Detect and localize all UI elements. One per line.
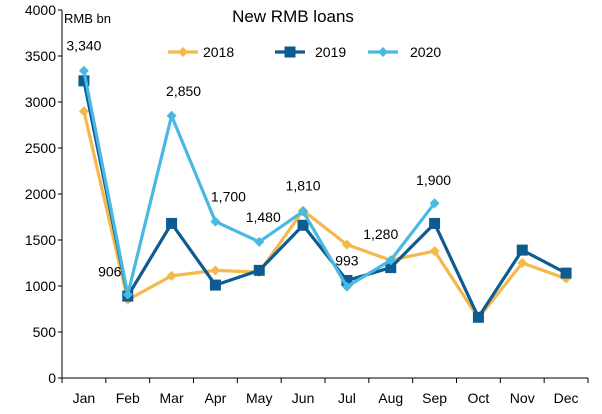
series-lines (78, 65, 572, 324)
data-label-apr: 1,700 (211, 189, 246, 205)
y-tick-label: 3000 (25, 94, 56, 110)
y-tick-label: 3500 (25, 48, 56, 64)
point-2019 (297, 219, 309, 231)
data-label-feb: 906 (98, 264, 122, 280)
axes: 0 500 1000 1500 2000 2500 3000 3500 4000 Jan Feb Ma… (25, 2, 589, 406)
x-tick-label-nov: Nov (510, 390, 535, 406)
point-2020 (210, 216, 221, 227)
point-2019 (472, 311, 484, 323)
x-tick-label-jul: Jul (338, 390, 356, 406)
series-2020 (78, 65, 440, 300)
legend-label: 2020 (410, 44, 441, 60)
legend-swatch-marker (284, 46, 296, 58)
legend-entry-2019: 2019 (275, 44, 346, 60)
point-2020 (298, 206, 309, 217)
point-2020 (429, 198, 440, 209)
x-tick-label-may: May (246, 390, 272, 406)
x-tick-label-jan: Jan (73, 390, 96, 406)
legend-entry-2020: 2020 (368, 44, 441, 60)
point-2019 (209, 279, 221, 291)
point-2020 (254, 236, 265, 247)
point-2018 (517, 258, 528, 268)
point-2018 (166, 270, 177, 281)
x-tick-label-mar: Mar (160, 390, 184, 406)
line-2018 (82, 110, 567, 320)
y-tick-label: 0 (48, 370, 56, 386)
point-2020 (385, 255, 396, 266)
x-tick-label-jun: Jun (292, 390, 315, 406)
data-label-jan: 3,340 (66, 38, 101, 54)
legend-swatch-marker (378, 47, 388, 57)
point-2018 (78, 106, 89, 117)
point-2019 (385, 262, 397, 274)
point-2019 (253, 264, 265, 276)
x-tick-label-sep: Sep (422, 390, 447, 406)
data-label-aug: 1,280 (363, 226, 398, 242)
data-label-sep: 1,900 (416, 172, 451, 188)
unit-label: RMB bn (64, 11, 111, 26)
y-tick-label: 2000 (25, 186, 56, 202)
x-tick-label-dec: Dec (554, 390, 579, 406)
chart-title: New RMB loans (232, 7, 354, 26)
x-tick-label-feb: Feb (116, 390, 140, 406)
y-tick-label: 2500 (25, 140, 56, 156)
data-label-jun: 1,810 (286, 177, 321, 193)
point-2019 (78, 75, 90, 87)
line-2019 (82, 80, 567, 319)
point-2018 (210, 265, 221, 276)
legend-label: 2018 (203, 44, 234, 60)
point-2018 (341, 239, 352, 250)
legend-label: 2019 (315, 44, 346, 60)
point-2019 (516, 244, 528, 256)
point-2019 (429, 217, 441, 229)
point-2020 (341, 281, 352, 292)
y-tick-label: 1500 (25, 232, 56, 248)
legend-swatch-marker (178, 47, 188, 57)
x-tick-label-aug: Aug (378, 390, 403, 406)
point-2020 (122, 289, 133, 300)
x-tick-label-oct: Oct (468, 390, 490, 406)
data-label-mar: 2,850 (166, 83, 201, 99)
data-label-may: 1,480 (246, 209, 281, 225)
y-tick-label: 500 (33, 324, 57, 340)
point-2019 (341, 274, 353, 286)
point-2019 (560, 267, 572, 279)
data-label-jul: 993 (335, 253, 359, 269)
x-tick-label-apr: Apr (205, 390, 227, 406)
point-2020 (166, 110, 177, 121)
y-tick-label: 1000 (25, 278, 56, 294)
point-2018 (429, 246, 440, 257)
legend: 2018 2019 2020 (168, 44, 441, 60)
point-2020 (78, 65, 89, 76)
y-tick-label: 4000 (25, 2, 56, 18)
line-2020 (82, 70, 436, 297)
legend-entry-2018: 2018 (168, 44, 234, 60)
point-2019 (166, 217, 178, 229)
